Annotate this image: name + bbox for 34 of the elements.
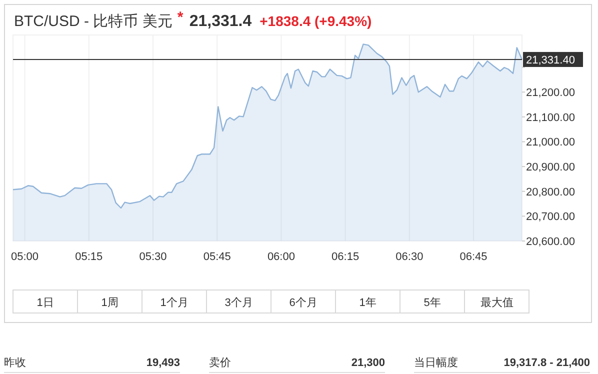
ref-line-label: 21,331.40 <box>526 54 575 66</box>
text: 1年 <box>359 297 376 309</box>
text: 6个月 <box>289 297 318 309</box>
text: * <box>177 9 184 26</box>
x-tick-label: 06:45 <box>460 251 488 263</box>
x-tick-label: 05:00 <box>11 251 39 263</box>
x-tick-label: 05:15 <box>75 251 103 263</box>
y-tick-label: 21,200.00 <box>526 87 575 100</box>
text: 3个月 <box>224 297 253 309</box>
x-tick-label: 05:30 <box>139 251 167 263</box>
text: +1838.4 (+9.43%) <box>260 13 372 29</box>
text: 当日幅度 <box>414 356 458 369</box>
text: 1周 <box>101 297 118 309</box>
y-tick-label: 20,700.00 <box>526 211 575 224</box>
x-tick-label: 06:30 <box>396 251 424 263</box>
x-tick-label: 05:45 <box>203 251 231 263</box>
text: 21,331.4 <box>189 13 252 30</box>
chart-title: BTC/USD - 比特币 美元 <box>14 13 172 30</box>
text: 1日 <box>36 297 54 309</box>
text: 卖价 <box>209 356 231 369</box>
y-tick-label: 21,100.00 <box>526 112 575 124</box>
x-tick-label: 06:00 <box>267 251 295 263</box>
x-tick-label: 06:15 <box>332 251 360 263</box>
text: 昨收 <box>4 357 26 369</box>
text: 最大值 <box>480 296 514 309</box>
text: 5年 <box>424 297 441 309</box>
text: 21,300 <box>351 357 385 369</box>
text: 19,317.8 - 21,400 <box>504 357 590 369</box>
y-tick-label: 21,000.00 <box>526 136 575 149</box>
text: 1个月 <box>160 297 188 309</box>
y-tick-label: 20,900.00 <box>526 162 575 174</box>
y-tick-label: 20,600.00 <box>526 236 575 248</box>
y-tick-label: 20,800.00 <box>526 186 575 198</box>
text: 19,493 <box>146 357 180 369</box>
